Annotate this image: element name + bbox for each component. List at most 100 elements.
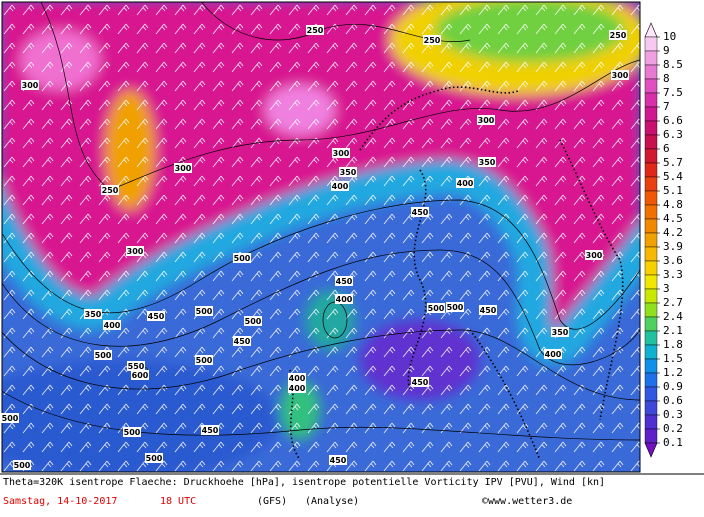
colorbar-label: 0.3	[663, 408, 683, 421]
contour-label: 400	[457, 179, 474, 188]
colorbar-swatch	[644, 302, 658, 318]
contour-label-box	[479, 305, 497, 315]
footer-credit: ©www.wetter3.de	[482, 496, 572, 507]
contour-label: 400	[104, 321, 121, 330]
contour-label-box	[551, 327, 569, 337]
contour-label-box	[544, 349, 562, 359]
colorbar-swatch	[644, 190, 658, 206]
contour-label-box	[288, 373, 306, 383]
contour-label-box	[446, 302, 464, 312]
colorbar-label: 4.5	[663, 212, 683, 225]
contour-label-box	[411, 377, 429, 387]
contour-label: 300	[478, 116, 495, 125]
colorbar-label: 0.6	[663, 394, 683, 407]
colorbar-label: 1.2	[663, 366, 683, 379]
contour-label: 450	[480, 306, 497, 315]
colorbar-swatch	[644, 372, 658, 388]
contour-label: 250	[424, 36, 441, 45]
contour-label-box	[411, 207, 429, 217]
contour-label-box	[103, 320, 121, 330]
colorbar-swatch	[644, 274, 658, 290]
contour-label: 350	[552, 328, 569, 337]
contour-label: 300	[586, 251, 603, 260]
colorbar-swatch	[644, 176, 658, 192]
contour-label: 500	[447, 303, 464, 312]
colorbar-swatch	[644, 400, 658, 416]
colorbar-label: 0.9	[663, 380, 683, 393]
colorbar-swatch	[644, 36, 658, 52]
contour-label: 300	[333, 149, 350, 158]
contour-label: 250	[102, 186, 119, 195]
contour-label: 500	[196, 307, 213, 316]
contour-label: 300	[612, 71, 629, 80]
colorbar-label: 3.6	[663, 254, 683, 267]
colorbar-swatch	[644, 92, 658, 108]
contour-label-box	[427, 303, 445, 313]
contour-label-box	[233, 253, 251, 263]
contour-label: 500	[146, 454, 163, 463]
footer-date: Samstag, 14-10-2017	[3, 496, 117, 507]
contour-label-box	[244, 316, 262, 326]
colorbar-swatch	[644, 414, 658, 430]
colorbar-swatch	[644, 232, 658, 248]
contour-label-box	[456, 178, 474, 188]
contour-label-box	[611, 70, 629, 80]
contour-label-box	[423, 35, 441, 45]
contour-label: 400	[289, 384, 306, 393]
colorbar-swatch	[644, 246, 658, 262]
colorbar-swatch	[644, 204, 658, 220]
colorbar-swatch	[644, 386, 658, 402]
contour-label-box	[21, 80, 39, 90]
contour-label-box	[101, 185, 119, 195]
colorbar-label: 6.3	[663, 128, 683, 141]
contour-label: 450	[148, 312, 165, 321]
colorbar-swatch	[644, 218, 658, 234]
colorbar-label: 10	[663, 30, 676, 43]
colorbar-label: 3.3	[663, 268, 683, 281]
colorbar-swatch	[644, 64, 658, 80]
contour-label-box	[585, 250, 603, 260]
contour-label-box	[288, 383, 306, 393]
colorbar-swatch	[644, 120, 658, 136]
colorbar-label: 6.6	[663, 114, 683, 127]
colorbar-swatch	[644, 106, 658, 122]
contour-label-box	[201, 425, 219, 435]
contour-label-box	[306, 25, 324, 35]
contour-label: 500	[95, 351, 112, 360]
contour-label: 300	[127, 247, 144, 256]
contour-label: 450	[330, 456, 347, 465]
colorbar-label: 4.8	[663, 198, 683, 211]
contour-label-box	[13, 460, 31, 470]
footer-model: (GFS)	[257, 496, 287, 507]
contour-label: 350	[85, 310, 102, 319]
contour-label-box	[329, 455, 347, 465]
contour-label-box	[126, 246, 144, 256]
contour-label: 400	[545, 350, 562, 359]
contour-label: 600	[132, 371, 149, 380]
colorbar-label: 8	[663, 72, 670, 85]
colorbar-label: 8.5	[663, 58, 683, 71]
colorbar-label: 3	[663, 282, 670, 295]
contour-label: 450	[234, 337, 251, 346]
contour-label: 500	[196, 356, 213, 365]
colorbar-label: 5.4	[663, 170, 683, 183]
contour-label-box	[332, 148, 350, 158]
contour-label-box	[335, 276, 353, 286]
colorbar-label: 2.7	[663, 296, 683, 309]
contour-label: 500	[14, 461, 31, 470]
colorbar-arrow-bottom	[644, 442, 658, 458]
colorbar-swatch	[644, 50, 658, 66]
contour-label: 350	[340, 168, 357, 177]
contour-label-box	[335, 294, 353, 304]
contour-label: 500	[2, 414, 19, 423]
contour-label-box	[1, 413, 19, 423]
contour-label: 400	[336, 295, 353, 304]
contour-label-box	[195, 355, 213, 365]
footer-time: 18 UTC	[160, 496, 196, 507]
colorbar-label: 9	[663, 44, 670, 57]
colorbar-swatch	[644, 288, 658, 304]
colorbar-swatch	[644, 162, 658, 178]
contour-label-box	[233, 336, 251, 346]
